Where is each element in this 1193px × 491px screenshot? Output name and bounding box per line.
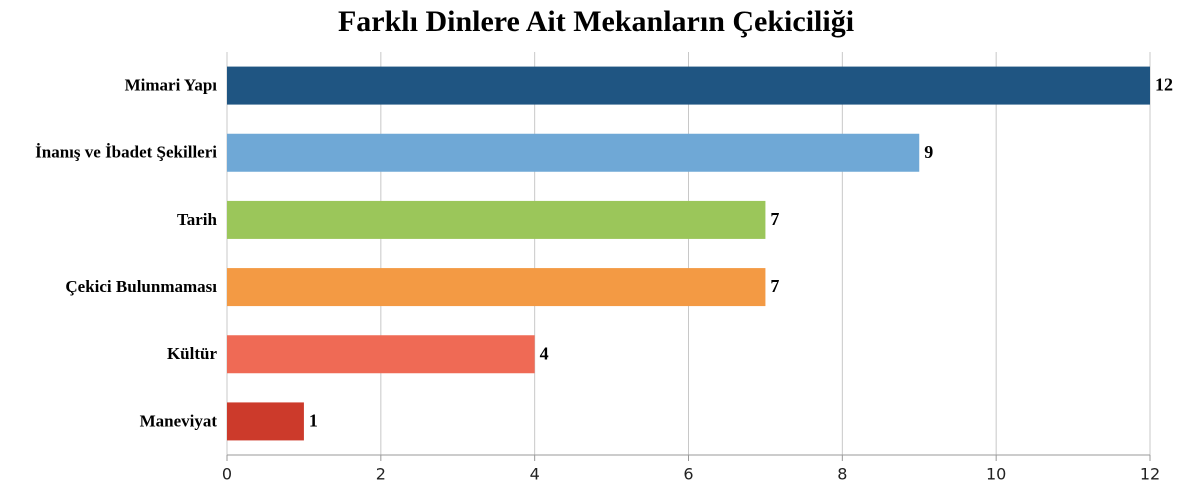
bar xyxy=(227,66,1150,105)
bar xyxy=(227,335,535,374)
data-label: 7 xyxy=(770,276,779,296)
y-tick-label: İnanış ve İbadet Şekilleri xyxy=(35,143,217,162)
y-tick-label: Çekici Bulunmaması xyxy=(65,277,217,296)
y-tick-label: Mimari Yapı xyxy=(125,75,218,94)
data-label: 1 xyxy=(309,411,318,431)
y-tick-label: Kültür xyxy=(167,344,218,363)
x-tick-label: 0 xyxy=(222,465,232,484)
y-tick-label: Tarih xyxy=(177,210,218,229)
bar xyxy=(227,200,766,239)
bar xyxy=(227,402,304,441)
x-tick-label: 4 xyxy=(530,465,540,484)
bar xyxy=(227,133,920,172)
x-tick-label: 12 xyxy=(1140,465,1160,484)
x-tick-label: 2 xyxy=(376,465,386,484)
data-label: 9 xyxy=(924,142,933,162)
data-label: 4 xyxy=(540,343,549,363)
data-label: 7 xyxy=(770,209,779,229)
x-tick-label: 10 xyxy=(986,465,1006,484)
y-tick-label: Maneviyat xyxy=(140,411,218,430)
data-label: 12 xyxy=(1155,75,1173,95)
chart-title: Farklı Dinlere Ait Mekanların Çekiciliği xyxy=(338,5,854,38)
bar xyxy=(227,268,766,307)
x-tick-label: 6 xyxy=(683,465,693,484)
x-tick-label: 8 xyxy=(837,465,847,484)
